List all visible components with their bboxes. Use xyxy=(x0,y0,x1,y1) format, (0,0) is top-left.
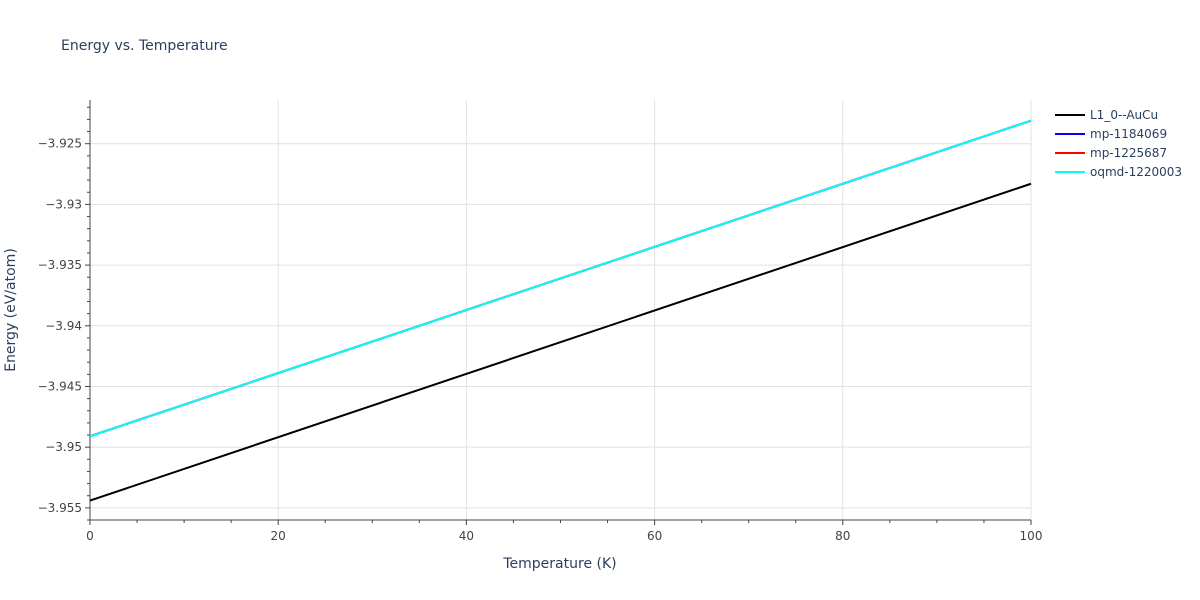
x-tick-label: 60 xyxy=(647,529,662,543)
x-tick-label: 20 xyxy=(271,529,286,543)
y-tick-label: −3.935 xyxy=(38,258,82,272)
legend-item[interactable]: mp-1225687 xyxy=(1055,146,1167,160)
x-axis-title: Temperature (K) xyxy=(502,556,616,572)
x-tick-label: 80 xyxy=(835,529,850,543)
y-axis-title: Energy (eV/atom) xyxy=(3,248,19,372)
y-tick-label: −3.925 xyxy=(38,137,82,151)
x-tick-label: 0 xyxy=(86,529,94,543)
legend-item[interactable]: mp-1184069 xyxy=(1055,127,1167,141)
legend[interactable]: L1_0--AuCu mp-1184069 mp-1225687 oqmd-12200… xyxy=(1055,108,1182,179)
legend-label: mp-1225687 xyxy=(1090,146,1167,160)
x-tick-label: 100 xyxy=(1020,529,1043,543)
series-lines xyxy=(89,119,1032,502)
axes: 0 20 40 60 80 100 −3.955 −3.95 −3.945 −3.94 −3.935… xyxy=(38,100,1043,543)
series-line-3 xyxy=(89,119,1032,438)
y-tick-label: −3.945 xyxy=(38,379,82,393)
y-tick-label: −3.93 xyxy=(45,197,82,211)
chart-title: Energy vs. Temperature xyxy=(61,38,228,54)
y-tick-label: −3.94 xyxy=(45,319,82,333)
y-tick-label: −3.955 xyxy=(38,501,82,515)
legend-item[interactable]: L1_0--AuCu xyxy=(1055,108,1158,122)
legend-label: oqmd-1220003 xyxy=(1090,165,1182,179)
legend-label: L1_0--AuCu xyxy=(1090,108,1158,122)
grid-lines xyxy=(90,100,1032,520)
series-line-0 xyxy=(89,182,1032,502)
x-tick-label: 40 xyxy=(459,529,474,543)
y-tick-label: −3.95 xyxy=(45,440,82,454)
legend-item[interactable]: oqmd-1220003 xyxy=(1055,165,1182,179)
legend-label: mp-1184069 xyxy=(1090,127,1167,141)
